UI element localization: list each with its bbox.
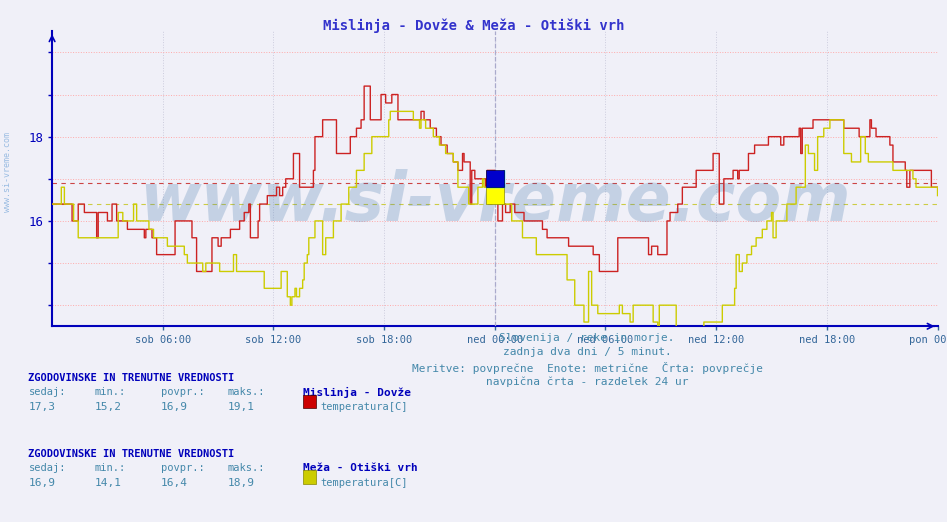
Text: Slovenija / reke in morje.: Slovenija / reke in morje. [499, 333, 675, 342]
Text: 16,9: 16,9 [28, 478, 56, 488]
Text: 15,2: 15,2 [95, 402, 122, 412]
Text: 18,9: 18,9 [227, 478, 255, 488]
Text: ZGODOVINSKE IN TRENUTNE VREDNOSTI: ZGODOVINSKE IN TRENUTNE VREDNOSTI [28, 373, 235, 383]
Bar [486, 187, 504, 204]
Text: 16,4: 16,4 [161, 478, 188, 488]
Text: temperatura[C]: temperatura[C] [320, 402, 407, 412]
Text: Mislinja - Dovže & Meža - Otiški vrh: Mislinja - Dovže & Meža - Otiški vrh [323, 18, 624, 33]
Text: maks.:: maks.: [227, 463, 265, 473]
Text: min.:: min.: [95, 387, 126, 397]
Text: temperatura[C]: temperatura[C] [320, 478, 407, 488]
Text: 19,1: 19,1 [227, 402, 255, 412]
Text: www.si-vreme.com: www.si-vreme.com [139, 169, 850, 235]
Text: 17,3: 17,3 [28, 402, 56, 412]
Text: maks.:: maks.: [227, 387, 265, 397]
Text: min.:: min.: [95, 463, 126, 473]
Text: sedaj:: sedaj: [28, 387, 66, 397]
Text: ZGODOVINSKE IN TRENUTNE VREDNOSTI: ZGODOVINSKE IN TRENUTNE VREDNOSTI [28, 449, 235, 459]
Text: sedaj:: sedaj: [28, 463, 66, 473]
Text: 16,9: 16,9 [161, 402, 188, 412]
Text: 14,1: 14,1 [95, 478, 122, 488]
Text: Meritve: povprečne  Enote: metrične  Črta: povprečje: Meritve: povprečne Enote: metrične Črta:… [412, 362, 762, 374]
Text: Meža - Otiški vrh: Meža - Otiški vrh [303, 463, 418, 473]
Text: povpr.:: povpr.: [161, 463, 205, 473]
Text: zadnja dva dni / 5 minut.: zadnja dva dni / 5 minut. [503, 347, 671, 357]
Polygon shape [486, 170, 504, 187]
Bar [486, 170, 504, 187]
Text: Mislinja - Dovže: Mislinja - Dovže [303, 387, 411, 398]
Text: www.si-vreme.com: www.si-vreme.com [3, 132, 12, 212]
Text: povpr.:: povpr.: [161, 387, 205, 397]
Text: navpična črta - razdelek 24 ur: navpična črta - razdelek 24 ur [486, 376, 688, 387]
